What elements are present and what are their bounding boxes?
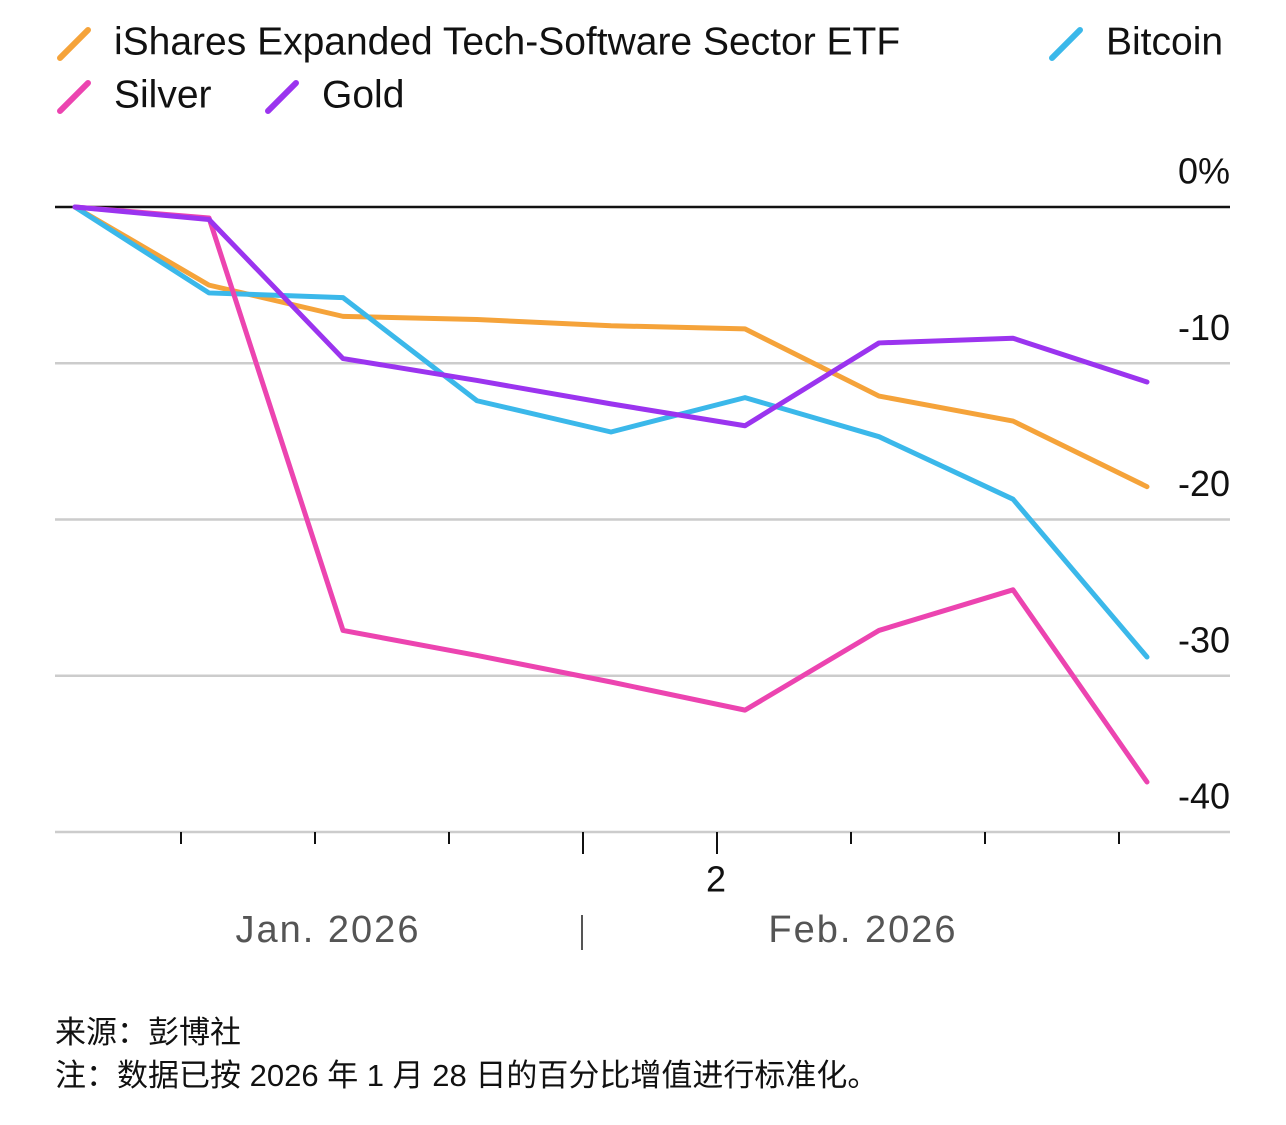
- y-tick-label: 0%: [1178, 151, 1230, 192]
- month-label: Feb. 2026: [768, 909, 957, 951]
- series-line: [72, 204, 1150, 785]
- legend-label: iShares Expanded Tech-Software Sector ET…: [114, 20, 900, 63]
- legend-label: Silver: [114, 73, 212, 116]
- y-tick-label: -40: [1178, 776, 1230, 817]
- y-tick-label: -10: [1178, 307, 1230, 348]
- source: 来源：彭博社: [55, 1015, 241, 1050]
- series-line: [72, 204, 1150, 429]
- y-tick-label: -30: [1178, 619, 1230, 660]
- x-tick-label: 2: [706, 859, 726, 900]
- note: 注：数据已按 2026 年 1 月 28 日的百分比增值进行标准化。: [55, 1058, 878, 1093]
- legend-swatch: [1049, 27, 1083, 61]
- legend-swatch: [57, 27, 91, 61]
- legend-swatch: [265, 80, 299, 114]
- legend-label: Gold: [322, 73, 404, 116]
- legend-swatch: [57, 80, 91, 114]
- y-tick-label: -20: [1178, 463, 1230, 504]
- month-label: Jan. 2026: [236, 909, 421, 951]
- series-line: [72, 204, 1150, 660]
- legend-label: Bitcoin: [1106, 20, 1223, 63]
